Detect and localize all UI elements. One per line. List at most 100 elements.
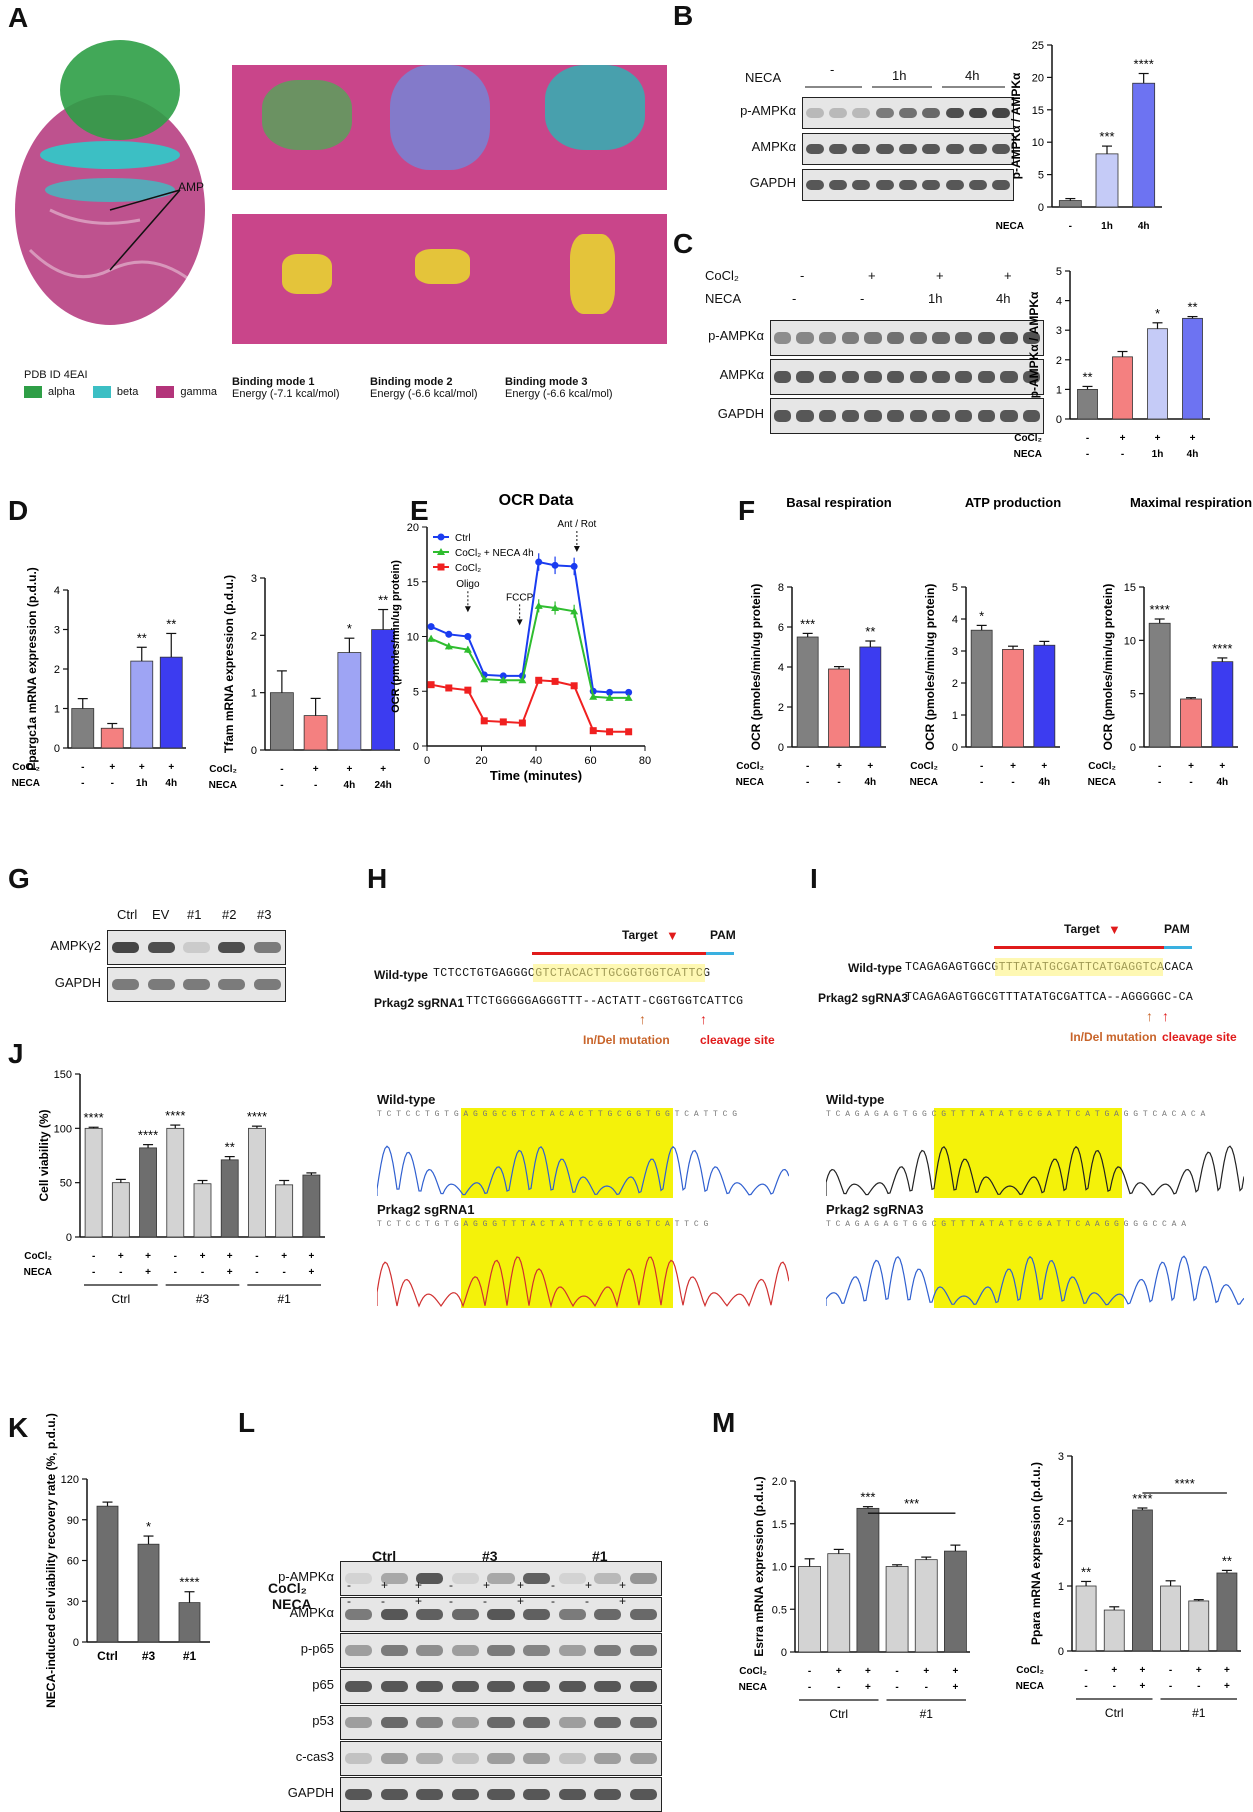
i-cleavage-arrow-icon: ↑ (1162, 1008, 1169, 1024)
l-cocl2-label: CoCl₂ (268, 1580, 307, 1596)
bar (828, 668, 850, 748)
condition-value: + (1111, 1665, 1117, 1676)
y-tick-label: 4 (54, 585, 60, 597)
y-tick-label: 2 (1058, 1516, 1064, 1528)
h-chromatogram-wt: T C T C C T G T G A G G G C G T C T A C … (377, 1108, 789, 1198)
data-point (518, 676, 527, 684)
significance-mark: **** (138, 1128, 158, 1143)
blot-band (977, 331, 995, 345)
blot-band (629, 1644, 657, 1657)
blot-band (451, 1716, 479, 1729)
blot-strip (770, 398, 1044, 434)
significance-mark: ** (1222, 1553, 1232, 1568)
blot-band (218, 941, 246, 954)
blot-band (922, 143, 941, 155)
y-tick-label: 0 (66, 1232, 72, 1244)
y-tick-label: 0 (952, 742, 958, 754)
y-tick-label: 1.5 (772, 1519, 787, 1531)
condition-value: - (808, 1666, 811, 1677)
condition-value: + (313, 764, 319, 775)
blot-band (945, 179, 964, 191)
injection-arrowhead (464, 606, 471, 613)
y-tick-label: 3 (54, 625, 60, 637)
y-tick-label: 4 (1056, 296, 1062, 308)
data-point (570, 682, 578, 690)
condition-value: - (314, 780, 317, 791)
condition-value: - (111, 778, 114, 789)
i-indel-label: In/Del mutation (1070, 1030, 1157, 1044)
condition-value: - (895, 1682, 898, 1693)
data-point (535, 676, 543, 684)
condition-value: - (806, 777, 809, 788)
c-neca-value: - (860, 291, 865, 306)
l-cocl2-value: + (483, 1578, 491, 1592)
blot-band (558, 1644, 586, 1657)
y-tick-label: 0 (1056, 414, 1062, 426)
blot-band (558, 1752, 586, 1765)
blot-band (992, 107, 1011, 119)
data-point (535, 558, 543, 566)
blot-band (523, 1680, 551, 1693)
blot-band (451, 1608, 479, 1621)
y-tick-label: 15 (1032, 105, 1044, 117)
blot-band (594, 1644, 622, 1657)
blot-band (629, 1680, 657, 1693)
g-lane-label: #1 (187, 907, 202, 922)
blot-band (629, 1572, 657, 1585)
blot-strip (802, 97, 1014, 129)
h-chrom-mut-label: Prkag2 sgRNA1 (377, 1202, 475, 1217)
condition-label: CoCl₂ (910, 761, 938, 772)
y-tick-label: 0 (413, 741, 419, 753)
bar (100, 727, 124, 749)
h-wt-highlight (533, 964, 705, 982)
blot-band (345, 1680, 373, 1693)
condition-value: + (1190, 433, 1196, 444)
condition-label: CoCl₂ (1088, 761, 1116, 772)
blot-band (451, 1752, 479, 1765)
condition-label: NECA (910, 777, 938, 788)
chart-title: Basal respiration (786, 495, 892, 510)
blot-band (487, 1752, 515, 1765)
data-point (551, 604, 560, 612)
blot-band (899, 179, 917, 191)
panel-label-d: D (8, 495, 29, 526)
data-point (551, 561, 559, 569)
condition-value: - (1121, 449, 1124, 460)
significance-mark: **** (83, 1110, 103, 1125)
blot-band (345, 1752, 373, 1765)
data-point (624, 693, 633, 701)
l-cocl2-value: - (551, 1578, 555, 1592)
blot-band (416, 1716, 444, 1729)
c-cocl2-value: - (800, 268, 805, 283)
h-wt-label: Wild-type (374, 968, 428, 982)
condition-value: 4h (344, 780, 356, 791)
data-point (605, 693, 614, 701)
condition-value: - (1189, 777, 1192, 788)
condition-value: - (174, 1251, 177, 1262)
condition-value: 4h (1216, 777, 1228, 788)
legend-marker (437, 548, 445, 555)
blot-band (969, 179, 987, 191)
i-chromatogram-wt: T C A G A G A G T G G C G T T T A T A T … (826, 1108, 1244, 1198)
y-tick-label: 0 (251, 745, 257, 757)
condition-value: + (1224, 1681, 1230, 1692)
structure-legend: alpha beta gamma (24, 386, 217, 398)
condition-value: - (81, 762, 84, 773)
bracket-significance: **** (1175, 1476, 1195, 1491)
y-tick-label: 15 (1124, 582, 1136, 594)
blot-band (594, 1572, 622, 1585)
panel-label-c: C (673, 228, 694, 259)
significance-mark: ** (1081, 1564, 1091, 1579)
blot-band (841, 370, 859, 384)
panel-label-l: L (238, 1407, 256, 1438)
blot-band (345, 1716, 373, 1729)
condition-value: - (980, 777, 983, 788)
i-chrom-wt-label: Wild-type (826, 1092, 885, 1107)
blot-band (594, 1752, 622, 1765)
condition-label: CoCl₂ (24, 1251, 52, 1262)
blot-band (773, 370, 791, 384)
b-group-2: 1h (892, 68, 907, 83)
blot-band (629, 1788, 657, 1801)
blot-band (523, 1788, 551, 1801)
blot-row-label: GAPDH (717, 406, 764, 421)
